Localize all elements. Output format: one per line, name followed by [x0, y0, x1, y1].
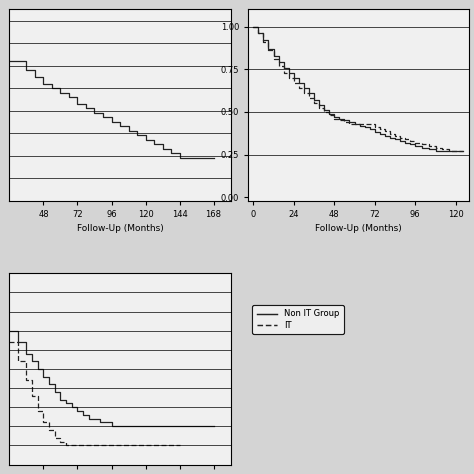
X-axis label: Follow-Up (Months): Follow-Up (Months)	[77, 224, 164, 233]
X-axis label: Follow-Up (Months): Follow-Up (Months)	[315, 224, 402, 233]
Legend: Non IT Group, IT: Non IT Group, IT	[252, 305, 344, 334]
